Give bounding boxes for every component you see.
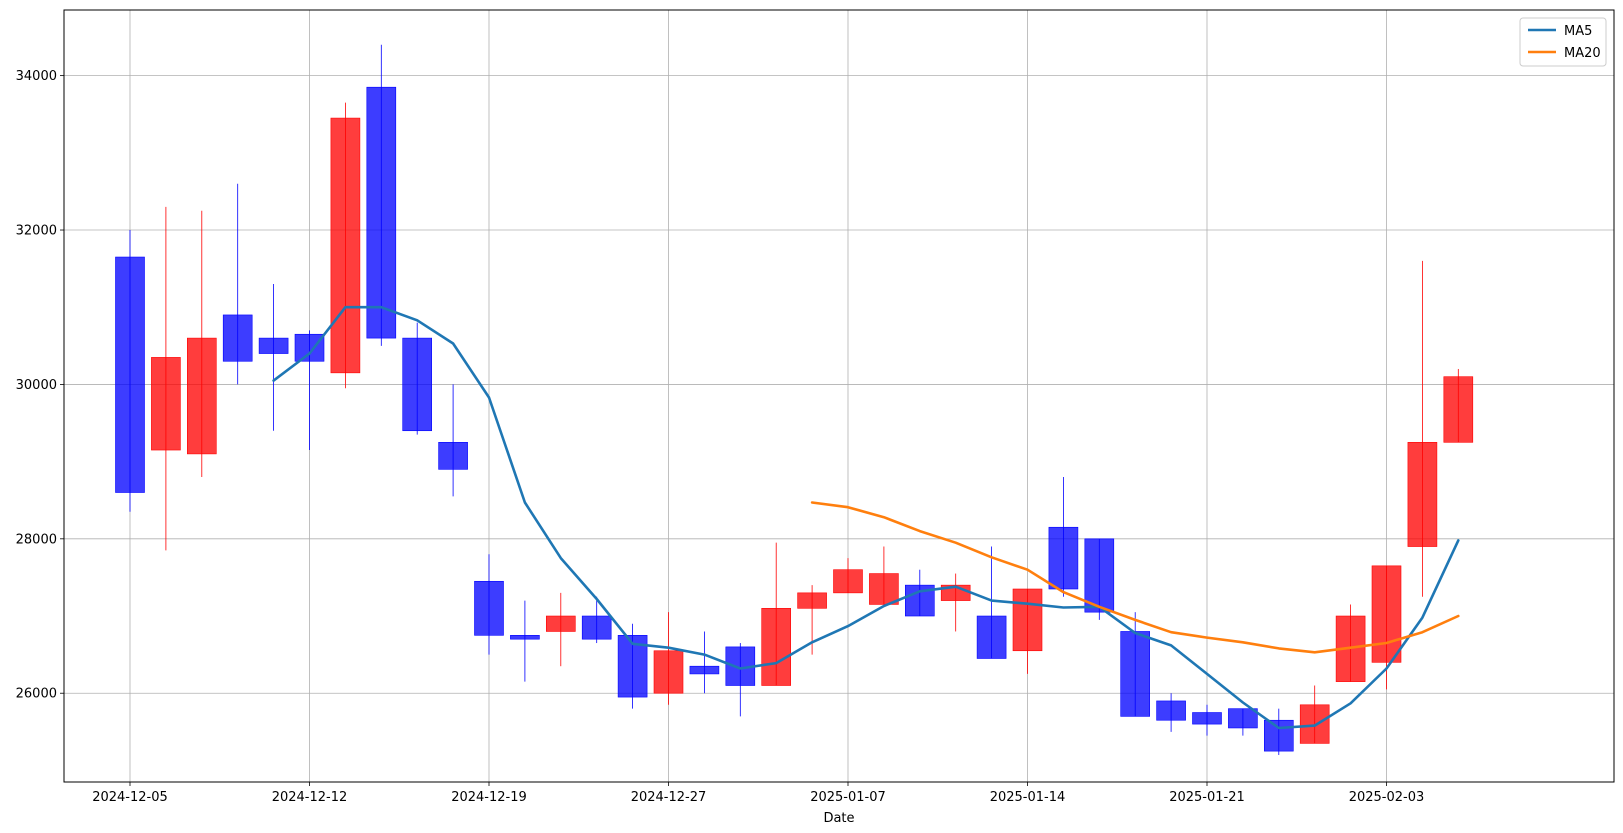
candle-body bbox=[545, 615, 576, 632]
x-tick-label: 2024-12-19 bbox=[451, 790, 527, 805]
candle-down bbox=[689, 631, 720, 694]
series-line-ma20 bbox=[810, 501, 1460, 654]
legend: MA5 MA20 bbox=[1519, 17, 1607, 67]
candle-down bbox=[294, 330, 325, 451]
candle-down bbox=[1048, 477, 1079, 597]
candle-body bbox=[115, 256, 145, 493]
y-tick-label: 28000 bbox=[16, 532, 57, 547]
candle-down bbox=[1264, 708, 1294, 755]
plot-frame bbox=[63, 9, 1615, 783]
x-tick-label: 2024-12-05 bbox=[92, 790, 168, 805]
candle-body bbox=[1443, 376, 1474, 443]
candle-body bbox=[1012, 588, 1043, 652]
candle-body bbox=[581, 615, 612, 640]
candle-body bbox=[1084, 538, 1115, 613]
x-tick-label: 2024-12-27 bbox=[631, 790, 707, 805]
candle-up bbox=[1407, 260, 1438, 597]
candle-up bbox=[833, 558, 863, 594]
series-line-ma5 bbox=[272, 305, 1460, 730]
x-axis: 2024-12-05 2024-12-12 2024-12-19 2024-12-27… bbox=[92, 782, 1424, 805]
moving-averages bbox=[272, 305, 1460, 730]
y-axis: 26000 28000 30000 32000 34000 bbox=[16, 69, 64, 702]
candle-body bbox=[653, 650, 684, 694]
candle-body bbox=[833, 569, 863, 594]
x-tick-label: 2025-01-07 bbox=[810, 790, 886, 805]
candle-down bbox=[258, 284, 289, 431]
candle-down bbox=[402, 322, 433, 435]
x-tick-label: 2025-01-14 bbox=[990, 790, 1066, 805]
candle-body bbox=[402, 337, 433, 432]
candle-body bbox=[151, 357, 181, 451]
candle-body bbox=[222, 314, 253, 362]
candle-body bbox=[797, 592, 827, 609]
candle-body bbox=[1228, 708, 1258, 729]
candle-down bbox=[366, 44, 397, 346]
candle-body bbox=[1192, 712, 1222, 725]
legend-label-ma5: MA5 bbox=[1564, 24, 1592, 39]
candle-body bbox=[1371, 565, 1402, 663]
candle-body bbox=[1120, 631, 1150, 717]
legend-label-ma20: MA20 bbox=[1564, 46, 1601, 61]
candle-down bbox=[1084, 538, 1115, 620]
candle-body bbox=[1264, 719, 1294, 752]
candle-up bbox=[545, 592, 576, 667]
candle-down bbox=[438, 384, 468, 497]
candle-up bbox=[1371, 565, 1402, 690]
candle-down bbox=[222, 183, 253, 385]
y-tick-label: 32000 bbox=[16, 224, 57, 239]
candle-up bbox=[330, 102, 361, 389]
x-axis-title: Date bbox=[823, 811, 854, 826]
candle-up bbox=[151, 206, 181, 551]
candle-body bbox=[510, 635, 540, 640]
candle-down bbox=[617, 623, 648, 709]
candle-up bbox=[1443, 368, 1474, 443]
candle-down bbox=[1192, 704, 1222, 736]
candle-up bbox=[761, 542, 792, 686]
candle-down bbox=[976, 546, 1007, 659]
candle-down bbox=[581, 596, 612, 644]
candle-down bbox=[115, 230, 145, 512]
candle-body bbox=[689, 665, 720, 675]
candle-up bbox=[1299, 685, 1330, 744]
candle-body bbox=[187, 337, 217, 455]
candle-body bbox=[294, 333, 325, 362]
candle-body bbox=[1156, 700, 1186, 721]
y-tick-label: 26000 bbox=[16, 687, 57, 702]
candle-down bbox=[474, 554, 504, 655]
candle-up bbox=[653, 612, 684, 705]
candles bbox=[115, 44, 1474, 755]
candle-up bbox=[1012, 588, 1043, 674]
candle-down bbox=[1228, 708, 1258, 736]
x-tick-label: 2025-02-03 bbox=[1349, 790, 1425, 805]
plot-area bbox=[64, 10, 1614, 782]
y-tick-label: 30000 bbox=[16, 378, 57, 393]
candle-body bbox=[1048, 526, 1079, 590]
candle-body bbox=[869, 573, 899, 605]
candle-body bbox=[474, 580, 504, 636]
candle-body bbox=[366, 86, 397, 339]
y-tick-label: 34000 bbox=[16, 69, 57, 84]
candle-body bbox=[258, 337, 289, 354]
candle-up bbox=[1335, 604, 1366, 682]
candle-down bbox=[510, 600, 540, 682]
x-tick-label: 2025-01-21 bbox=[1169, 790, 1245, 805]
candle-body bbox=[976, 615, 1007, 659]
candle-body bbox=[438, 442, 468, 470]
candle-up bbox=[869, 546, 899, 605]
candle-down bbox=[1156, 693, 1186, 732]
candle-body bbox=[761, 607, 792, 686]
candle-body bbox=[1407, 442, 1438, 547]
candle-up bbox=[187, 210, 217, 478]
candle-down bbox=[1120, 612, 1150, 717]
candle-body bbox=[330, 117, 361, 374]
x-tick-label: 2024-12-12 bbox=[272, 790, 348, 805]
